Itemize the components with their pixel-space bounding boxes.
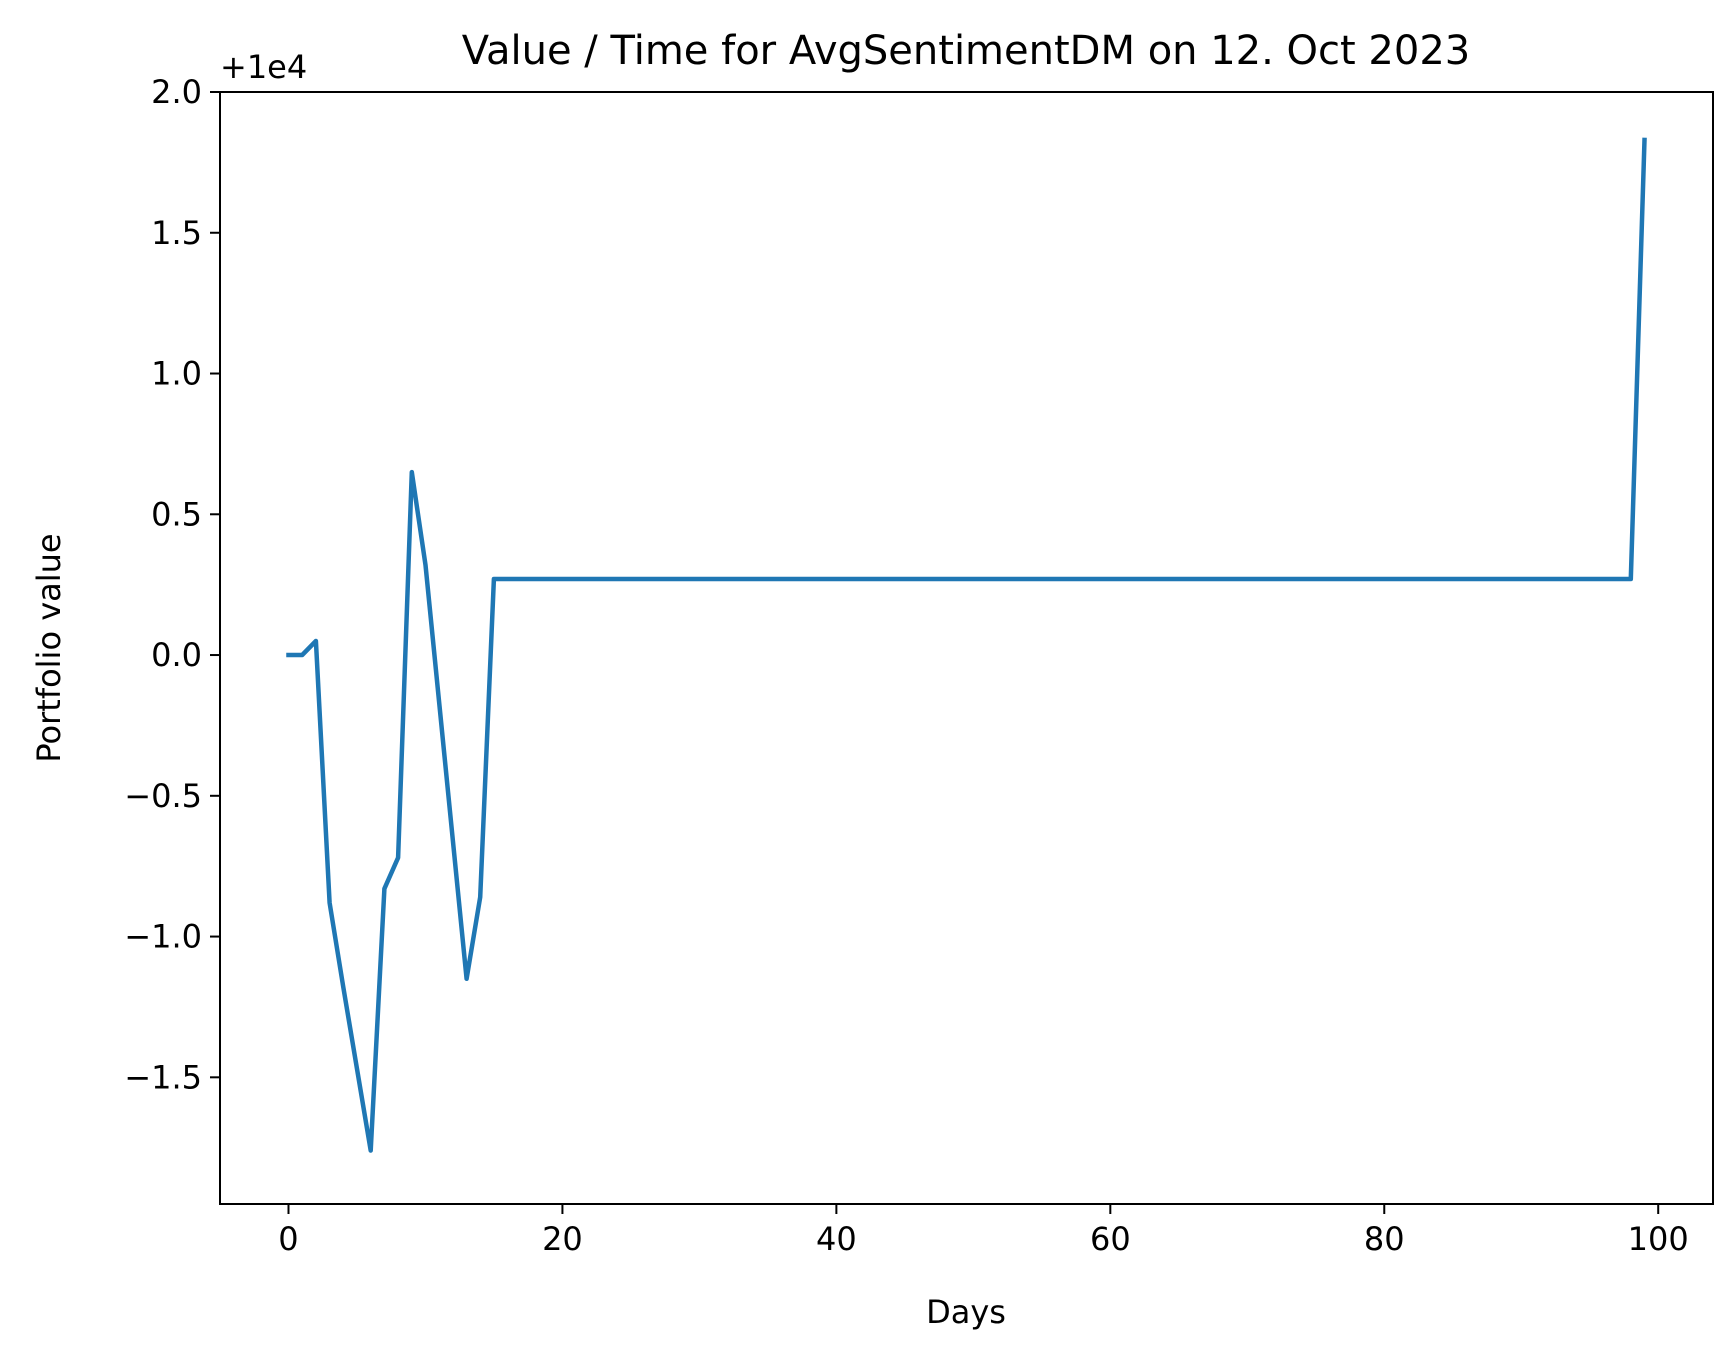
x-tick-label: 20 (542, 1220, 583, 1258)
y-axis-ticks: −1.5 −1.0 −0.5 0.0 0.5 1.0 1.5 2.0 (124, 73, 220, 1096)
x-tick-label: 0 (278, 1220, 298, 1258)
y-tick-label: −0.5 (124, 777, 202, 815)
y-offset-label: +1e4 (220, 48, 307, 86)
y-tick-label: 1.5 (151, 214, 202, 252)
y-tick-label: 1.0 (151, 355, 202, 393)
plot-layer (286, 137, 1647, 1153)
y-tick-label: 2.0 (151, 73, 202, 111)
x-axis-ticks: 0 20 40 60 80 100 (278, 1204, 1689, 1258)
chart-title: Value / Time for AvgSentimentDM on 12. O… (462, 28, 1470, 74)
y-tick-label: −1.0 (124, 918, 202, 956)
x-tick-label: 40 (816, 1220, 857, 1258)
series-line-0 (286, 137, 1647, 1153)
x-tick-label: 60 (1090, 1220, 1131, 1258)
y-tick-label: 0.0 (151, 636, 202, 674)
y-axis-label: Portfolio value (30, 533, 68, 762)
plot-frame (219, 91, 1714, 1205)
x-tick-label: 80 (1364, 1220, 1405, 1258)
x-tick-label: 100 (1628, 1220, 1689, 1258)
y-tick-label: −1.5 (124, 1058, 202, 1096)
x-axis-label: Days (926, 1293, 1006, 1331)
y-tick-label: 0.5 (151, 495, 202, 533)
